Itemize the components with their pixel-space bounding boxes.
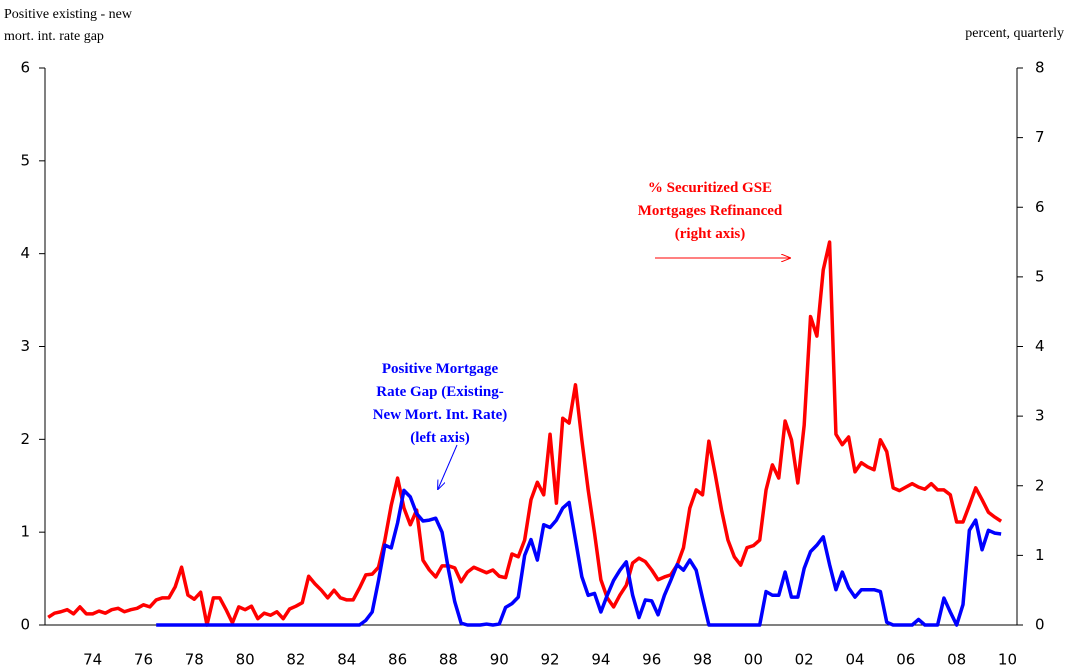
y2-tick-label: 2 [1035,476,1045,494]
x-tick-label: 04 [845,651,864,669]
data-line [156,488,1002,627]
x-tick-label: 88 [439,651,458,669]
x-tick-label: 78 [185,651,204,669]
x-tick-label: 86 [388,651,407,669]
series-annotation: Mortgages Refinanced [638,203,783,219]
x-tick-label: 08 [947,651,966,669]
annotation-arrow [438,444,458,489]
x-tick-label: 84 [337,651,356,669]
series-annotation: New Mort. Int. Rate) [373,407,508,423]
y-axis-title: Positive existing - new [4,7,133,22]
x-tick-label: 94 [591,651,610,669]
y-tick-label: 1 [20,523,30,541]
x-tick-label: 74 [83,651,102,669]
y-tick-label: 4 [20,244,30,262]
y2-tick-label: 8 [1035,59,1045,77]
y2-tick-label: 0 [1035,616,1045,634]
y2-tick-label: 6 [1035,198,1045,216]
y-tick-label: 2 [20,430,30,448]
y2-tick-label: 3 [1035,407,1045,425]
y-tick-label: 0 [20,616,30,634]
x-tick-label: 00 [744,651,763,669]
x-tick-label: 90 [490,651,509,669]
x-tick-label: 10 [998,651,1017,669]
x-tick-label: 96 [642,651,661,669]
x-tick-label: 76 [134,651,153,669]
x-tick-label: 98 [693,651,712,669]
y2-axis-title: percent, quarterly [965,26,1064,41]
x-tick-label: 92 [541,651,560,669]
series-annotation: (left axis) [410,430,470,446]
series-annotation: (right axis) [675,226,745,242]
y2-tick-label: 1 [1035,546,1045,564]
y-axis-title: mort. int. rate gap [4,29,104,44]
x-tick-label: 06 [896,651,915,669]
y-tick-label: 5 [20,151,30,169]
x-tick-label: 02 [795,651,814,669]
y2-tick-label: 7 [1035,128,1045,146]
x-tick-label: 80 [236,651,255,669]
y-tick-label: 3 [20,337,30,355]
y2-tick-label: 5 [1035,267,1045,285]
y-tick-label: 6 [20,59,30,77]
x-tick-label: 82 [286,651,305,669]
series-annotation: % Securitized GSE [648,180,772,196]
series-annotation: Positive Mortgage [382,361,499,377]
series-annotation: Rate Gap (Existing- [376,384,504,400]
data-line [47,240,1003,627]
y2-tick-label: 4 [1035,337,1045,355]
